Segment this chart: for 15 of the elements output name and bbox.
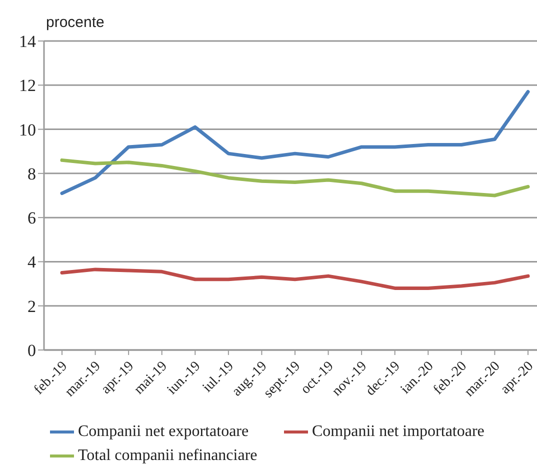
- y-tick-label: 4: [28, 252, 36, 272]
- y-tick-label: 2: [28, 296, 36, 316]
- line-series: [60, 158, 530, 198]
- y-tick-label: 8: [28, 164, 36, 184]
- line-series: [60, 268, 530, 290]
- legend-label: Companii net importatoare: [312, 422, 486, 442]
- y-axis-title: procente: [46, 14, 104, 31]
- y-tick-label: 12: [19, 76, 36, 96]
- y-tick-label: 0: [28, 341, 36, 360]
- y-tick-label: 6: [28, 208, 36, 228]
- y-tick-label: 14: [19, 32, 36, 52]
- legend-label: Companii net exportatoare: [78, 422, 250, 442]
- legend-label: Total companii nefinanciare: [78, 446, 258, 466]
- y-tick-label: 10: [19, 120, 36, 140]
- line-series: [60, 90, 530, 196]
